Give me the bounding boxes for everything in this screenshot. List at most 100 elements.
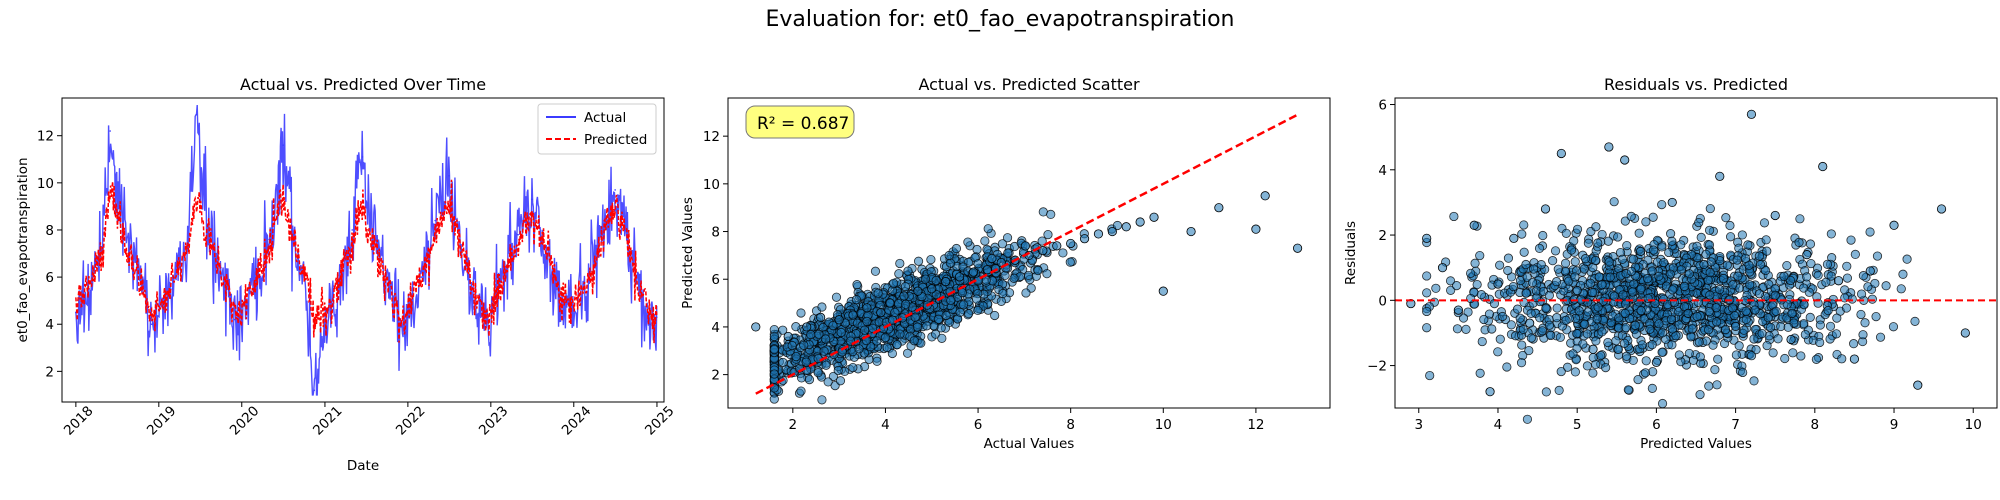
actual-point	[407, 316, 409, 318]
scatter-point	[1292, 243, 1303, 253]
residual-point	[1849, 339, 1859, 349]
scatter-point	[987, 253, 997, 263]
residual-point	[1512, 304, 1523, 314]
scatter-point	[821, 360, 831, 370]
residual-point	[1708, 340, 1718, 350]
residual-point	[1703, 275, 1713, 285]
scatter-point	[983, 224, 993, 234]
residual-point	[1783, 322, 1793, 332]
residual-point	[1422, 233, 1432, 243]
residual-point	[1445, 276, 1456, 286]
scatter-point	[851, 295, 862, 305]
scatter-point	[944, 250, 954, 261]
residual-point	[1597, 229, 1607, 240]
residual-point	[1634, 228, 1644, 238]
residual-point	[1765, 322, 1776, 333]
residual-point	[1849, 354, 1860, 364]
residual-point	[1770, 290, 1780, 300]
residual-point	[1582, 361, 1592, 371]
residual-point	[1705, 290, 1715, 300]
residual-point	[1626, 266, 1637, 276]
residual-point	[1739, 325, 1749, 335]
residual-point	[1712, 317, 1722, 327]
residual-point	[1568, 349, 1578, 359]
residual-point	[1727, 303, 1738, 313]
residual-point	[1821, 277, 1831, 287]
scatter-point	[1158, 286, 1168, 296]
r2-annotation: R² = 0.687	[745, 105, 855, 139]
residual-point	[1881, 281, 1891, 291]
scatter-point	[1002, 233, 1013, 243]
scatter-point	[804, 375, 815, 385]
residual-point	[1720, 324, 1731, 335]
residual-point	[1751, 345, 1761, 355]
scatter-point	[823, 377, 833, 387]
scatter-point	[813, 368, 823, 378]
residual-point	[1636, 305, 1646, 316]
residual-point	[1544, 290, 1554, 300]
residual-point	[1746, 351, 1757, 361]
scatter-point	[831, 292, 842, 302]
scatter-point	[872, 356, 882, 366]
residual-point	[1667, 236, 1677, 246]
residual-point	[1856, 309, 1866, 320]
residual-point	[1475, 250, 1485, 261]
scatter-point	[873, 288, 883, 298]
x-tick-label: 2025	[642, 403, 678, 439]
scatter-point	[1149, 212, 1159, 222]
residual-point	[1902, 254, 1912, 264]
x-tick-label: 8	[1066, 417, 1075, 433]
scatter-point	[1003, 248, 1013, 258]
residual-point	[1485, 387, 1495, 397]
y-tick-label: −2	[1367, 359, 1387, 375]
x-tick-label: 12	[1247, 417, 1264, 433]
scatter-point	[890, 307, 900, 317]
scatter-point	[936, 323, 946, 333]
scatter-point	[899, 291, 909, 301]
residual-point	[1674, 307, 1684, 317]
scatter-point	[913, 256, 924, 266]
residual-point	[1657, 199, 1667, 210]
residual-point	[1603, 337, 1613, 348]
x-tick-label: 2	[789, 417, 798, 433]
residual-point	[1740, 253, 1751, 263]
residual-point	[1815, 337, 1825, 348]
residual-point	[1604, 257, 1614, 267]
scatter-point	[1043, 229, 1053, 240]
y-tick-label: 4	[1378, 163, 1387, 179]
residual-point	[1796, 351, 1806, 361]
residual-point	[1579, 264, 1589, 274]
residual-point	[1832, 313, 1842, 323]
x-tick-label: 2018	[61, 403, 97, 439]
scatter-point	[1186, 226, 1196, 237]
residual-point	[1603, 236, 1613, 246]
scatter-point	[1260, 191, 1270, 201]
residual-point	[1782, 260, 1792, 271]
scatter-point	[791, 322, 801, 332]
actual-point	[240, 314, 243, 316]
residual-point	[1705, 203, 1715, 214]
residual-point	[1705, 267, 1715, 278]
scatter-point	[848, 310, 858, 320]
residual-point	[1648, 245, 1659, 255]
residual-point	[1566, 245, 1577, 255]
residual-point	[1503, 265, 1513, 276]
scatter-point	[1065, 257, 1075, 267]
scatter-point	[791, 351, 801, 362]
x-tick-label: 9	[1890, 417, 1899, 433]
residual-point	[1609, 197, 1619, 207]
residual-point	[1856, 289, 1867, 299]
scatter-point	[982, 265, 992, 275]
residual-point	[1826, 229, 1836, 239]
residual-point	[1762, 246, 1772, 256]
residual-point	[1731, 350, 1741, 360]
scatter-point	[958, 300, 969, 310]
residual-point	[1469, 220, 1479, 230]
residual-point	[1860, 318, 1870, 328]
scatter-point	[806, 329, 816, 340]
x-tick-label: 8	[1811, 417, 1820, 433]
scatter-point	[946, 295, 956, 305]
scatter-point	[833, 365, 843, 376]
residual-point	[1574, 306, 1584, 316]
residual-point	[1667, 197, 1677, 208]
